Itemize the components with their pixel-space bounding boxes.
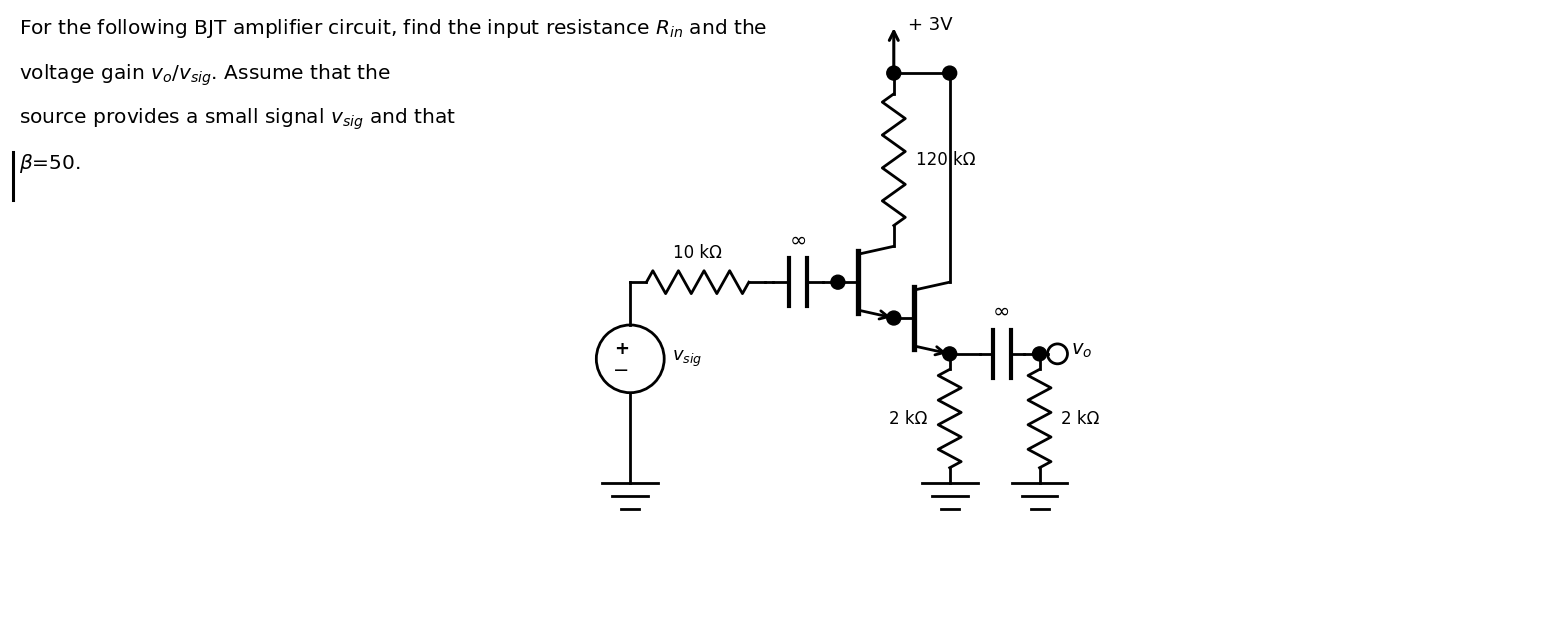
Text: 2 kΩ: 2 kΩ [889, 410, 928, 428]
Text: $v_o$: $v_o$ [1071, 342, 1093, 360]
Circle shape [942, 66, 956, 80]
Circle shape [942, 347, 956, 361]
Text: ∞: ∞ [790, 231, 807, 251]
Text: $v_{sig}$: $v_{sig}$ [672, 349, 703, 369]
Text: 2 kΩ: 2 kΩ [1062, 410, 1100, 428]
Text: ∞: ∞ [993, 302, 1010, 322]
Text: source provides a small signal $v_{sig}$ and that: source provides a small signal $v_{sig}$… [19, 107, 456, 133]
Text: 10 kΩ: 10 kΩ [674, 244, 722, 262]
Text: + 3V: + 3V [908, 16, 953, 34]
Circle shape [830, 275, 844, 289]
Circle shape [886, 311, 900, 325]
Text: For the following BJT amplifier circuit, find the input resistance $R_{in}$ and : For the following BJT amplifier circuit,… [19, 17, 768, 41]
Text: 120 kΩ: 120 kΩ [916, 151, 975, 169]
Circle shape [1032, 347, 1046, 361]
Text: voltage gain $v_o/v_{sig}$. Assume that the: voltage gain $v_o/v_{sig}$. Assume that … [19, 62, 391, 88]
Circle shape [886, 66, 900, 80]
Text: −: − [613, 361, 630, 381]
Text: $\beta$=50.: $\beta$=50. [19, 152, 81, 175]
Text: +: + [613, 340, 629, 358]
